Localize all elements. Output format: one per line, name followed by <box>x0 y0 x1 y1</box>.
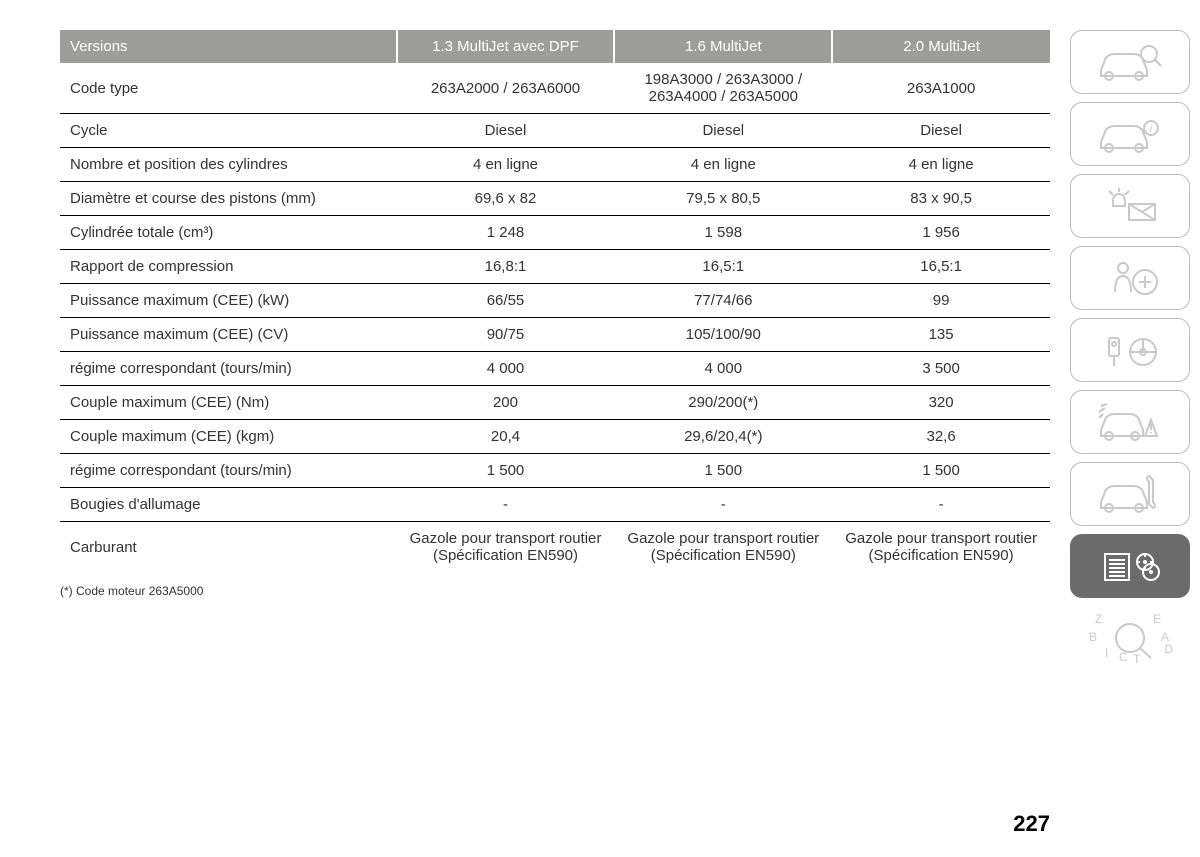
row-value: 135 <box>832 318 1050 352</box>
row-value: 1 598 <box>614 216 832 250</box>
table-row: régime correspondant (tours/min)1 5001 5… <box>60 454 1050 488</box>
table-row: Bougies d'allumage--- <box>60 488 1050 522</box>
table-row: Rapport de compression16,8:116,5:116,5:1 <box>60 250 1050 284</box>
safety-icon[interactable] <box>1070 246 1190 310</box>
row-value: Diesel <box>397 114 615 148</box>
header-engine-1: 1.3 MultiJet avec DPF <box>397 30 615 63</box>
row-value: 99 <box>832 284 1050 318</box>
row-value: 4 en ligne <box>397 148 615 182</box>
row-value: 200 <box>397 386 615 420</box>
row-label: Bougies d'allumage <box>60 488 397 522</box>
index-letter: Z <box>1095 612 1102 626</box>
svg-text:i: i <box>1150 123 1153 135</box>
row-value: 1 248 <box>397 216 615 250</box>
knowing-vehicle-icon[interactable] <box>1070 30 1190 94</box>
table-row: Diamètre et course des pistons (mm)69,6 … <box>60 182 1050 216</box>
table-header-row: Versions 1.3 MultiJet avec DPF 1.6 Multi… <box>60 30 1050 63</box>
table-row: Puissance maximum (CEE) (kW)66/5577/74/6… <box>60 284 1050 318</box>
table-row: Puissance maximum (CEE) (CV)90/75105/100… <box>60 318 1050 352</box>
row-value: 290/200(*) <box>614 386 832 420</box>
index-letter: C <box>1119 650 1128 664</box>
row-value: Gazole pour transport routier (Spécifica… <box>832 522 1050 573</box>
table-row: Code type263A2000 / 263A6000198A3000 / 2… <box>60 63 1050 114</box>
row-label: Cylindrée totale (cm³) <box>60 216 397 250</box>
row-value: Diesel <box>614 114 832 148</box>
row-value: 16,5:1 <box>614 250 832 284</box>
row-label: Carburant <box>60 522 397 573</box>
row-value: 1 500 <box>397 454 615 488</box>
row-value: Gazole pour transport routier (Spécifica… <box>614 522 832 573</box>
table-row: Cylindrée totale (cm³)1 2481 5981 956 <box>60 216 1050 250</box>
engine-specs-table: Versions 1.3 MultiJet avec DPF 1.6 Multi… <box>60 30 1050 572</box>
footnote: (*) Code moteur 263A5000 <box>60 584 1050 598</box>
header-engine-2: 1.6 MultiJet <box>614 30 832 63</box>
index-icon[interactable]: Z E B A I D C T <box>1070 606 1190 670</box>
row-value: - <box>832 488 1050 522</box>
row-value: Diesel <box>832 114 1050 148</box>
row-value: 198A3000 / 263A3000 / 263A4000 / 263A500… <box>614 63 832 114</box>
table-row: CarburantGazole pour transport routier (… <box>60 522 1050 573</box>
table-row: Couple maximum (CEE) (Nm)200290/200(*)32… <box>60 386 1050 420</box>
section-tabs-sidebar: i <box>1070 0 1200 857</box>
row-value: 1 500 <box>832 454 1050 488</box>
row-value: 77/74/66 <box>614 284 832 318</box>
row-value: 263A1000 <box>832 63 1050 114</box>
row-label: Cycle <box>60 114 397 148</box>
table-row: CycleDieselDieselDiesel <box>60 114 1050 148</box>
row-value: 4 000 <box>397 352 615 386</box>
index-letter: D <box>1164 642 1173 656</box>
dashboard-icon[interactable]: i <box>1070 102 1190 166</box>
row-value: 69,6 x 82 <box>397 182 615 216</box>
header-versions: Versions <box>60 30 397 63</box>
table-row: Couple maximum (CEE) (kgm)20,429,6/20,4(… <box>60 420 1050 454</box>
row-label: régime correspondant (tours/min) <box>60 454 397 488</box>
maintenance-icon[interactable] <box>1070 462 1190 526</box>
row-label: Couple maximum (CEE) (kgm) <box>60 420 397 454</box>
emergency-icon[interactable] <box>1070 390 1190 454</box>
row-value: 4 000 <box>614 352 832 386</box>
row-value: 90/75 <box>397 318 615 352</box>
row-label: Couple maximum (CEE) (Nm) <box>60 386 397 420</box>
row-value: 83 x 90,5 <box>832 182 1050 216</box>
row-label: Code type <box>60 63 397 114</box>
row-value: 29,6/20,4(*) <box>614 420 832 454</box>
row-value: - <box>397 488 615 522</box>
index-letter: T <box>1133 652 1140 666</box>
header-engine-3: 2.0 MultiJet <box>832 30 1050 63</box>
row-value: 1 500 <box>614 454 832 488</box>
row-value: 66/55 <box>397 284 615 318</box>
row-value: 32,6 <box>832 420 1050 454</box>
row-value: 4 en ligne <box>832 148 1050 182</box>
index-letter: I <box>1105 646 1108 660</box>
row-value: 105/100/90 <box>614 318 832 352</box>
index-letter: B <box>1089 630 1097 644</box>
table-row: Nombre et position des cylindres4 en lig… <box>60 148 1050 182</box>
row-value: 1 956 <box>832 216 1050 250</box>
row-value: 20,4 <box>397 420 615 454</box>
row-value: 3 500 <box>832 352 1050 386</box>
row-value: 320 <box>832 386 1050 420</box>
row-value: 16,8:1 <box>397 250 615 284</box>
row-label: Puissance maximum (CEE) (CV) <box>60 318 397 352</box>
specifications-icon[interactable] <box>1070 534 1190 598</box>
row-label: Puissance maximum (CEE) (kW) <box>60 284 397 318</box>
row-label: Nombre et position des cylindres <box>60 148 397 182</box>
warning-lights-icon[interactable] <box>1070 174 1190 238</box>
row-value: 79,5 x 80,5 <box>614 182 832 216</box>
row-value: 263A2000 / 263A6000 <box>397 63 615 114</box>
row-label: Rapport de compression <box>60 250 397 284</box>
row-label: régime correspondant (tours/min) <box>60 352 397 386</box>
row-value: - <box>614 488 832 522</box>
row-value: 4 en ligne <box>614 148 832 182</box>
starting-driving-icon[interactable] <box>1070 318 1190 382</box>
page-number: 227 <box>1013 811 1050 837</box>
row-value: 16,5:1 <box>832 250 1050 284</box>
row-label: Diamètre et course des pistons (mm) <box>60 182 397 216</box>
table-row: régime correspondant (tours/min)4 0004 0… <box>60 352 1050 386</box>
index-letter: E <box>1153 612 1161 626</box>
row-value: Gazole pour transport routier (Spécifica… <box>397 522 615 573</box>
